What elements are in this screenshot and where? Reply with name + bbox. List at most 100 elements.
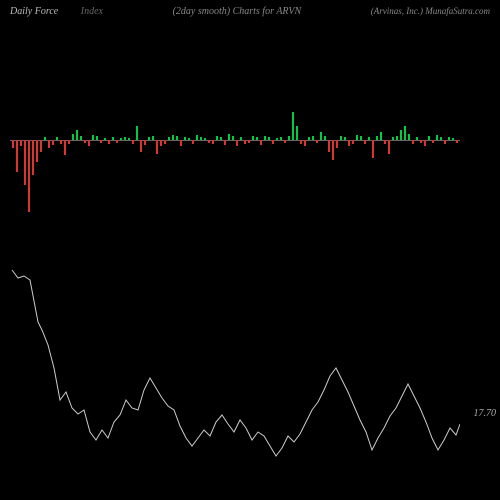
force-bar: [156, 140, 158, 154]
force-bar: [364, 140, 366, 144]
smoothing-label: (2day smooth) Charts for: [173, 6, 274, 17]
header-title-right: (Arvinas, Inc.) MunafaSutra.com: [371, 6, 490, 26]
header-title-left: Daily Force Index: [10, 6, 103, 26]
force-bar: [148, 137, 150, 140]
force-bar: [152, 136, 154, 140]
company-name: (Arvinas, Inc.): [371, 6, 423, 16]
force-bar: [268, 137, 270, 140]
force-bar: [140, 140, 142, 152]
force-bar: [172, 135, 174, 140]
force-bar: [208, 140, 210, 143]
force-bar: [244, 140, 246, 144]
force-bar: [332, 140, 334, 160]
force-bar: [64, 140, 66, 155]
force-bar: [128, 138, 130, 140]
force-index-panel: [10, 30, 460, 250]
force-bar: [380, 132, 382, 140]
force-bar: [376, 136, 378, 140]
force-bar: [296, 126, 298, 140]
force-bar: [132, 140, 134, 144]
force-bar: [344, 137, 346, 140]
force-bar: [40, 140, 42, 152]
force-bar: [324, 136, 326, 140]
site-name: MunafaSutra.com: [425, 6, 490, 16]
force-bar: [108, 140, 110, 144]
force-bar: [72, 134, 74, 140]
force-bar: [124, 137, 126, 140]
force-bar: [220, 137, 222, 140]
force-bar: [240, 137, 242, 140]
force-bar: [288, 136, 290, 140]
force-bar: [200, 137, 202, 140]
force-bar: [392, 137, 394, 140]
force-bar: [216, 136, 218, 140]
force-bar: [436, 135, 438, 140]
force-bar: [96, 136, 98, 140]
force-bar: [440, 137, 442, 140]
force-bar: [432, 140, 434, 143]
force-bar: [188, 138, 190, 140]
force-bar: [372, 140, 374, 158]
force-bar: [336, 140, 338, 148]
force-bar: [256, 137, 258, 140]
force-bar: [328, 140, 330, 152]
force-bar: [444, 140, 446, 144]
force-bar: [176, 136, 178, 140]
force-bar: [88, 140, 90, 146]
force-bar: [100, 140, 102, 143]
header-title-center: (2day smooth) Charts for ARVN: [173, 6, 302, 26]
force-bar: [248, 140, 250, 143]
force-bar: [20, 140, 22, 146]
force-bar: [320, 132, 322, 140]
force-bar: [340, 136, 342, 140]
force-bar: [192, 140, 194, 144]
force-bar: [264, 136, 266, 140]
force-bar: [160, 140, 162, 146]
force-bar: [408, 134, 410, 140]
force-bar: [308, 137, 310, 140]
force-bar: [32, 140, 34, 175]
force-bar: [80, 136, 82, 140]
force-bar: [236, 140, 238, 146]
force-bar: [56, 137, 58, 140]
force-bar: [300, 140, 302, 144]
force-bar: [360, 136, 362, 140]
force-bar: [28, 140, 30, 212]
force-bar: [76, 130, 78, 140]
force-bar: [284, 140, 286, 143]
chart-header: Daily Force Index (2day smooth) Charts f…: [0, 6, 500, 26]
force-bar: [368, 137, 370, 140]
force-bar: [112, 137, 114, 140]
force-bar: [292, 112, 294, 140]
force-bar: [416, 137, 418, 140]
force-bar: [120, 138, 122, 140]
force-bar: [196, 135, 198, 140]
force-bar: [44, 137, 46, 140]
force-bar: [312, 136, 314, 140]
force-bar: [260, 140, 262, 145]
force-bar: [224, 140, 226, 145]
force-bar: [180, 140, 182, 146]
force-bar: [52, 140, 54, 145]
force-bar: [304, 140, 306, 146]
force-bar: [452, 138, 454, 140]
force-bar: [448, 137, 450, 140]
price-polyline: [12, 270, 460, 456]
force-bar: [36, 140, 38, 162]
current-price-label: 17.70: [474, 408, 497, 419]
force-bar: [84, 140, 86, 143]
force-bar: [352, 140, 354, 144]
force-bar: [232, 136, 234, 140]
title-part1: Daily Force: [10, 6, 58, 17]
force-bar: [272, 140, 274, 144]
force-bar: [68, 140, 70, 144]
price-line-svg: [10, 260, 460, 490]
force-bar: [116, 140, 118, 143]
force-bar: [356, 135, 358, 140]
force-bar: [400, 130, 402, 140]
force-bar: [348, 140, 350, 146]
force-bar: [420, 140, 422, 143]
force-bar: [136, 126, 138, 140]
force-bar: [212, 140, 214, 144]
force-bar: [60, 140, 62, 144]
